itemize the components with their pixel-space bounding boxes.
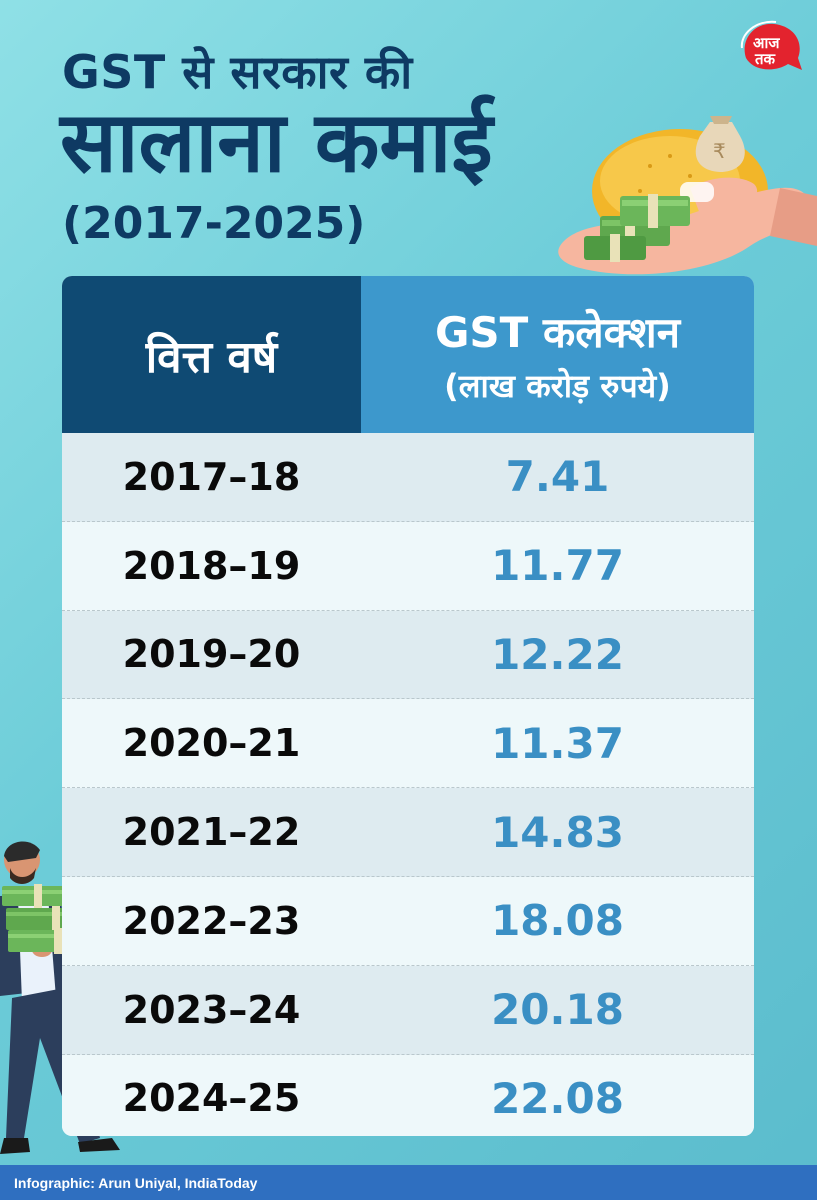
- fiscal-year-cell: 2018–19: [122, 543, 301, 588]
- table-row: 2020–21 11.37: [62, 699, 754, 789]
- fiscal-year-cell: 2019–20: [122, 632, 301, 677]
- table-header: वित्त वर्ष GST कलेक्शन (लाख करोड़ रुपये): [62, 276, 754, 433]
- table-row: 2017–18 7.41: [62, 433, 754, 522]
- gst-value-cell: 11.37: [491, 718, 624, 768]
- table-row: 2023–24 20.18: [62, 965, 754, 1055]
- gst-value-cell: 14.83: [491, 807, 624, 857]
- svg-text:तक: तक: [754, 50, 777, 68]
- table-body: 2017–18 7.41 2018–19 11.77 2019–20 12.22 2020–…: [62, 433, 754, 1136]
- svg-text:आज: आज: [753, 34, 780, 52]
- gst-value-cell: 22.08: [491, 1073, 624, 1123]
- table-row: 2024–25 22.08: [62, 1054, 754, 1136]
- gst-value-cell: 18.08: [491, 896, 624, 946]
- fiscal-year-cell: 2020–21: [122, 721, 301, 766]
- money-hand-illustration: ₹: [558, 116, 817, 275]
- fiscal-year-cell: 2023–24: [122, 987, 301, 1032]
- header-gst-collection: GST कलेक्शन (लाख करोड़ रुपये): [361, 276, 754, 433]
- fiscal-year-cell: 2021–22: [122, 810, 301, 855]
- table-row: 2022–23 18.08: [62, 876, 754, 966]
- gst-value-cell: 7.41: [505, 452, 610, 502]
- fiscal-year-cell: 2022–23: [122, 898, 301, 943]
- gst-collection-table: वित्त वर्ष GST कलेक्शन (लाख करोड़ रुपये)…: [62, 276, 754, 1136]
- fiscal-year-cell: 2024–25: [122, 1076, 301, 1121]
- table-row: 2021–22 14.83: [62, 788, 754, 877]
- gst-value-cell: 12.22: [491, 629, 624, 679]
- gst-value-cell: 20.18: [491, 985, 624, 1035]
- svg-text:₹: ₹: [713, 139, 726, 163]
- title-line-1: GST से सरकार की: [62, 45, 413, 99]
- gst-value-cell: 11.77: [491, 541, 624, 591]
- page-title: सालाना कमाई: [60, 93, 493, 191]
- footer-credit: Infographic: Arun Uniyal, IndiaToday: [0, 1165, 817, 1200]
- table-row: 2019–20 12.22: [62, 610, 754, 700]
- title-years: (2017-2025): [62, 198, 366, 249]
- header-gst-collection-unit: (लाख करोड़ रुपये): [444, 366, 671, 405]
- fiscal-year-cell: 2017–18: [122, 454, 301, 499]
- header-fiscal-year: वित्त वर्ष: [62, 276, 361, 433]
- table-row: 2018–19 11.77: [62, 521, 754, 611]
- header-gst-collection-title: GST कलेक्शन: [434, 307, 681, 357]
- aajtak-logo: आज तक: [740, 20, 802, 70]
